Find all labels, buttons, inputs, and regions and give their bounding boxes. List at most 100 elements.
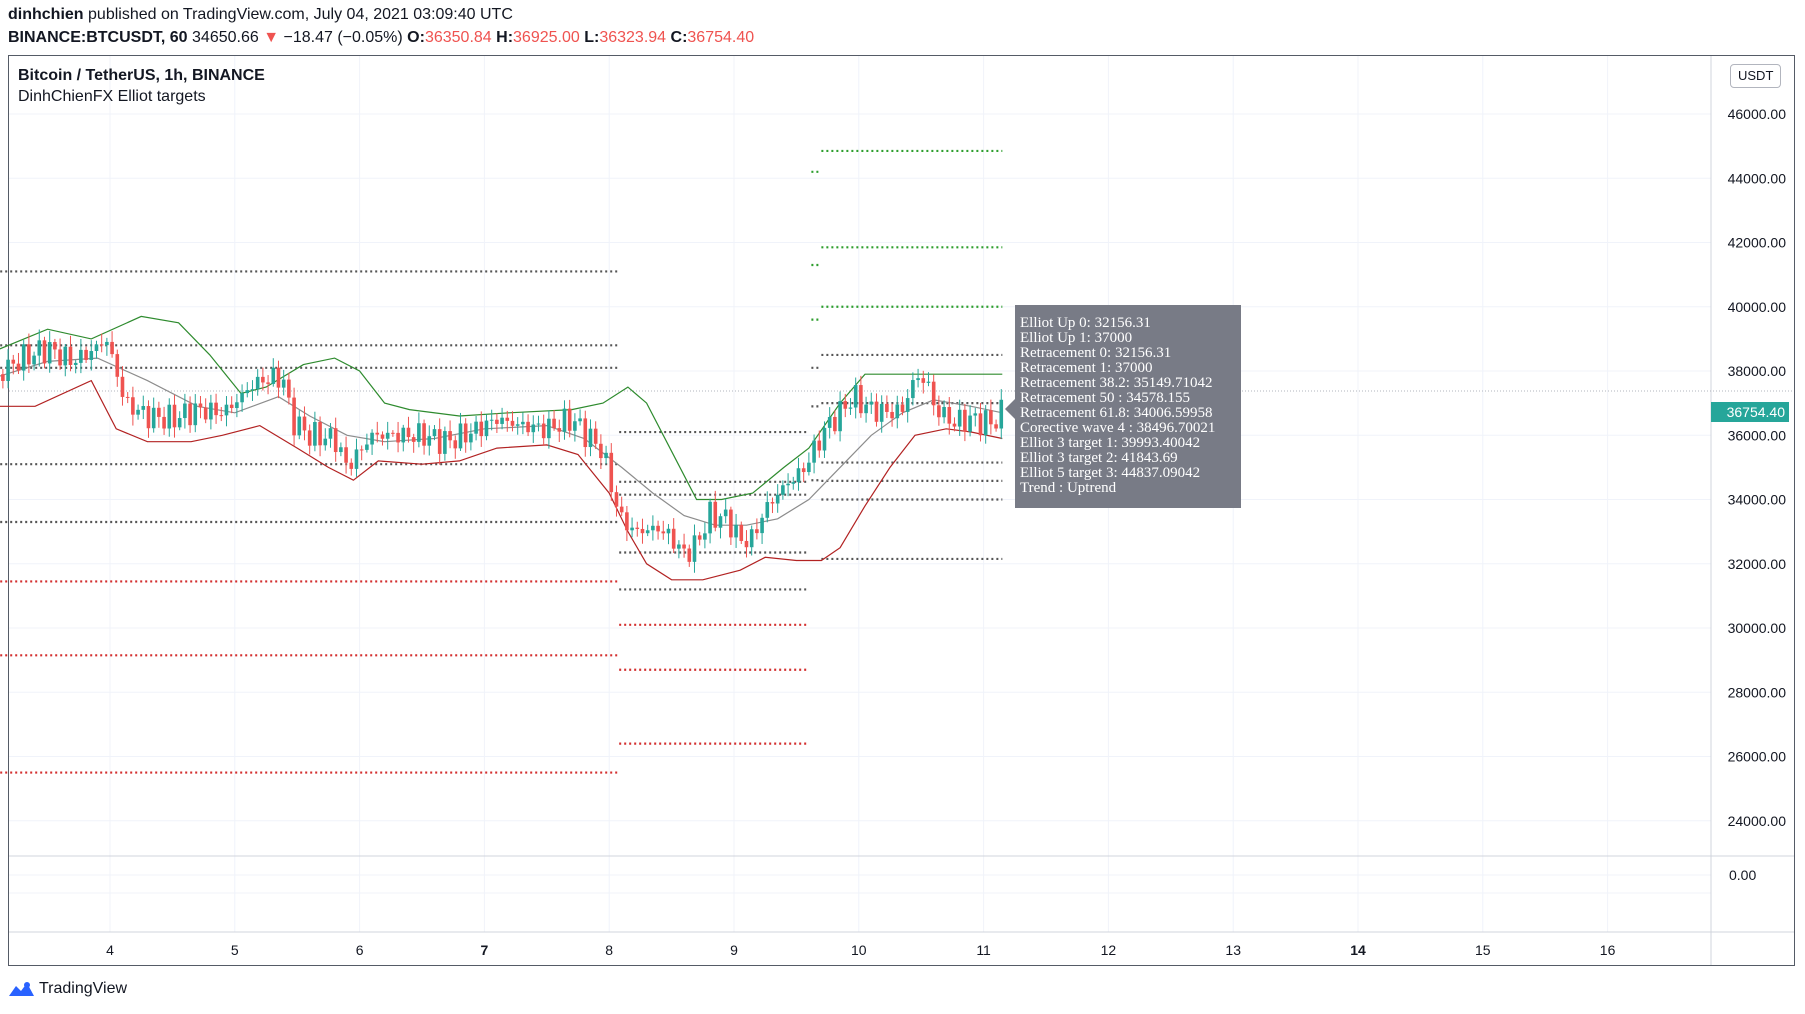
- candle-body: [900, 404, 905, 412]
- candle-body: [812, 440, 816, 463]
- candle-body: [250, 389, 255, 391]
- candle-body: [848, 407, 853, 409]
- y-tick-label: 30000.00: [1728, 620, 1787, 636]
- candle-body: [749, 529, 754, 548]
- candle-body: [593, 428, 598, 444]
- candle-body: [141, 406, 146, 410]
- candle-body: [11, 359, 16, 364]
- candle-body: [370, 432, 374, 445]
- candle-body: [614, 492, 619, 507]
- elliot-targets-tooltip: Elliot Up 0: 32156.31 Elliot Up 1: 37000 R…: [1015, 305, 1241, 508]
- high-value: 36925.00: [513, 29, 580, 46]
- candle-body: [682, 544, 686, 549]
- y-tick-label: 38000.00: [1728, 363, 1787, 379]
- candle-body: [937, 405, 941, 418]
- chart-frame: [8, 55, 1795, 966]
- candle-body: [599, 443, 603, 459]
- candle-body: [328, 428, 333, 439]
- candle-body: [276, 367, 281, 388]
- candle-body: [952, 423, 957, 427]
- candle-body: [255, 376, 260, 390]
- candle-body: [500, 417, 504, 424]
- x-tick-label: 5: [231, 942, 239, 958]
- open-value: 36350.84: [424, 29, 492, 46]
- y-tick-label: 40000.00: [1728, 299, 1787, 315]
- tooltip-line: Retracement 0: 32156.31: [1020, 345, 1172, 361]
- close-label: C:: [670, 29, 688, 46]
- candle-body: [27, 344, 31, 365]
- candle-body: [677, 544, 681, 549]
- candle-body: [786, 483, 790, 486]
- candle-body: [167, 404, 172, 429]
- candle-body: [947, 406, 952, 424]
- candle-body: [651, 525, 655, 531]
- x-tick-label: 12: [1101, 942, 1117, 958]
- candle-body: [781, 485, 785, 495]
- candle-body: [302, 416, 307, 431]
- candle-body: [609, 452, 614, 493]
- candle-body: [843, 401, 848, 409]
- candle-body: [604, 452, 608, 459]
- publish-info: published on TradingView.com, July 04, 2…: [88, 6, 513, 23]
- y-tick-label: 44000.00: [1728, 170, 1787, 186]
- candle-body: [437, 429, 442, 454]
- publish-header: dinhchien published on TradingView.com, …: [8, 6, 513, 24]
- candle-body: [562, 408, 567, 432]
- x-tick-label: 13: [1225, 942, 1241, 958]
- candle-body: [474, 421, 478, 434]
- x-tick-label: 14: [1350, 942, 1366, 958]
- tooltip-line: Elliot 5 target 3: 44837.09042: [1020, 465, 1201, 481]
- candle-body: [235, 402, 239, 409]
- candle-body: [687, 548, 692, 562]
- candle-body: [853, 385, 858, 408]
- candle-body: [120, 376, 125, 397]
- candle-body: [807, 462, 811, 473]
- candle-body: [983, 410, 988, 436]
- indicator-legend[interactable]: DinhChienFX Elliot targets: [18, 88, 206, 105]
- candle-body: [625, 512, 629, 531]
- candle-body: [817, 440, 822, 451]
- last-price-tag: 36754.40: [1711, 402, 1789, 422]
- candle-body: [536, 423, 541, 425]
- candle-body: [240, 393, 244, 403]
- candle-body: [443, 431, 447, 454]
- candle-body: [94, 344, 99, 352]
- chart-legend-title: Bitcoin / TetherUS, 1h, BINANCE: [18, 67, 265, 84]
- currency-unit-button[interactable]: USDT: [1730, 64, 1782, 88]
- candle-body: [573, 421, 577, 431]
- candle-body: [188, 403, 192, 426]
- candle-body: [453, 440, 458, 449]
- x-tick-label: 16: [1600, 942, 1616, 958]
- candle-body: [115, 354, 120, 377]
- candle-body: [484, 420, 489, 437]
- author-name[interactable]: dinhchien: [8, 6, 84, 23]
- candle-body: [162, 416, 166, 429]
- candle-body: [359, 449, 364, 451]
- candle-body: [6, 359, 10, 381]
- candle-body: [890, 411, 894, 419]
- tradingview-footer[interactable]: TradingView: [8, 980, 127, 998]
- close-value: 36754.40: [687, 29, 755, 46]
- candle-body: [37, 340, 42, 356]
- candle-body: [791, 482, 796, 484]
- candle-body: [354, 449, 359, 469]
- candle-body: [989, 410, 993, 425]
- candle-body: [375, 432, 380, 435]
- candle-body: [411, 437, 416, 442]
- candle-body: [245, 390, 250, 394]
- candle-body: [521, 421, 525, 425]
- x-tick-label: 4: [106, 942, 114, 958]
- candle-body: [406, 427, 411, 438]
- symbol-label: BINANCE:BTCUSDT, 60: [8, 29, 188, 46]
- candle-body: [801, 468, 806, 473]
- candle-body: [911, 380, 915, 399]
- candle-body: [905, 398, 910, 412]
- candle-body: [417, 423, 421, 442]
- candle-body: [978, 413, 983, 436]
- candle-body: [151, 407, 156, 429]
- y-tick-label: 26000.00: [1728, 749, 1787, 765]
- tooltip-line: Retracement 1: 37000: [1020, 360, 1153, 376]
- candle-body: [136, 409, 140, 415]
- x-tick-label: 8: [605, 942, 613, 958]
